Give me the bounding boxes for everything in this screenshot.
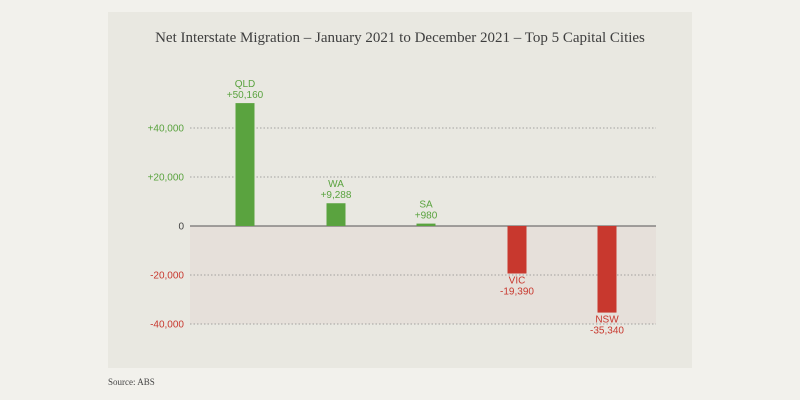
category-label: VIC [509,276,526,287]
category-label: NSW [595,315,619,326]
bar-nsw [597,226,617,313]
category-label: SA [419,200,433,211]
data-label: +50,160 [227,90,264,101]
y-tick-label: -20,000 [150,271,184,282]
bar-sa [416,223,436,226]
y-tick-label: 0 [178,222,184,233]
category-label: QLD [235,79,256,90]
chart-title: Net Interstate Migration – January 2021 … [155,30,645,46]
y-tick-label: -40,000 [150,320,184,331]
bar-chart: +40,000 +20,000 0 -20,000 -40,000 QLD+50,160 W… [148,79,656,337]
data-label: +9,288 [321,190,352,201]
data-label: -35,340 [590,326,624,337]
data-label: -19,390 [500,287,534,298]
bar-wa [326,203,346,226]
chart-panel: Net Interstate Migration – January 2021 … [108,12,692,368]
bar-vic [507,226,527,274]
y-tick-label: +40,000 [148,124,185,135]
source-note: Source: ABS [108,377,155,387]
category-label: WA [328,179,344,190]
y-tick-label: +20,000 [148,173,185,184]
bar-qld [235,103,255,226]
data-label: +980 [415,211,438,222]
